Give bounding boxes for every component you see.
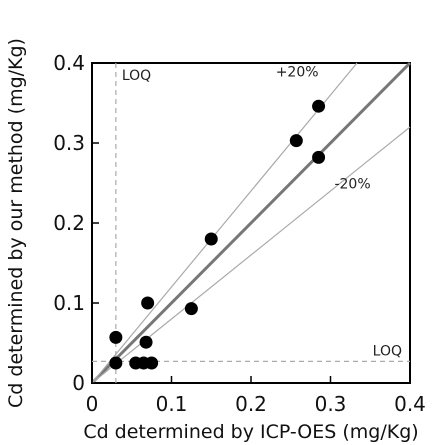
y-tick-label: 0.2 <box>53 211 85 235</box>
y-tick-label: 0 <box>72 371 85 395</box>
data-point <box>139 335 153 349</box>
x-tick-label: 0.3 <box>315 392 347 416</box>
data-point <box>312 150 326 164</box>
data-point <box>184 302 198 316</box>
identity-line <box>90 61 412 385</box>
axis-ticks: 0 0.1 0.2 0.3 0.4 0 0.1 0.2 0.3 0.4 <box>53 51 426 416</box>
x-tick-label: 0 <box>86 392 99 416</box>
x-tick-label: 0.1 <box>156 392 188 416</box>
annotations: LOQ LOQ +20% -20% <box>122 65 402 360</box>
data-point <box>145 356 159 370</box>
y-tick-label: 0.4 <box>53 51 85 75</box>
plus20-label: +20% <box>276 65 319 81</box>
y-tick-label: 0.1 <box>53 291 85 315</box>
loq-horizontal-label: LOQ <box>373 343 402 359</box>
data-point <box>289 134 303 148</box>
x-tick-label: 0.4 <box>394 392 426 416</box>
data-point <box>204 232 218 246</box>
x-tick-label: 0.2 <box>235 392 267 416</box>
reference-line-minus <box>91 126 411 384</box>
data-point <box>312 99 326 113</box>
x-axis-label: Cd determined by ICP-OES (mg/Kg) <box>83 421 418 443</box>
loq-vertical-label: LOQ <box>122 68 151 84</box>
data-point <box>141 296 155 310</box>
reference-lines <box>90 61 412 385</box>
data-point <box>109 356 123 370</box>
y-axis-label: Cd determined by our method (mg/Kg) <box>5 38 27 408</box>
data-points <box>109 99 326 370</box>
y-tick-label: 0.3 <box>53 131 85 155</box>
data-point <box>109 330 123 344</box>
reference-line-plus <box>91 62 358 384</box>
minus20-label: -20% <box>334 177 370 193</box>
loq-lines <box>92 63 410 383</box>
